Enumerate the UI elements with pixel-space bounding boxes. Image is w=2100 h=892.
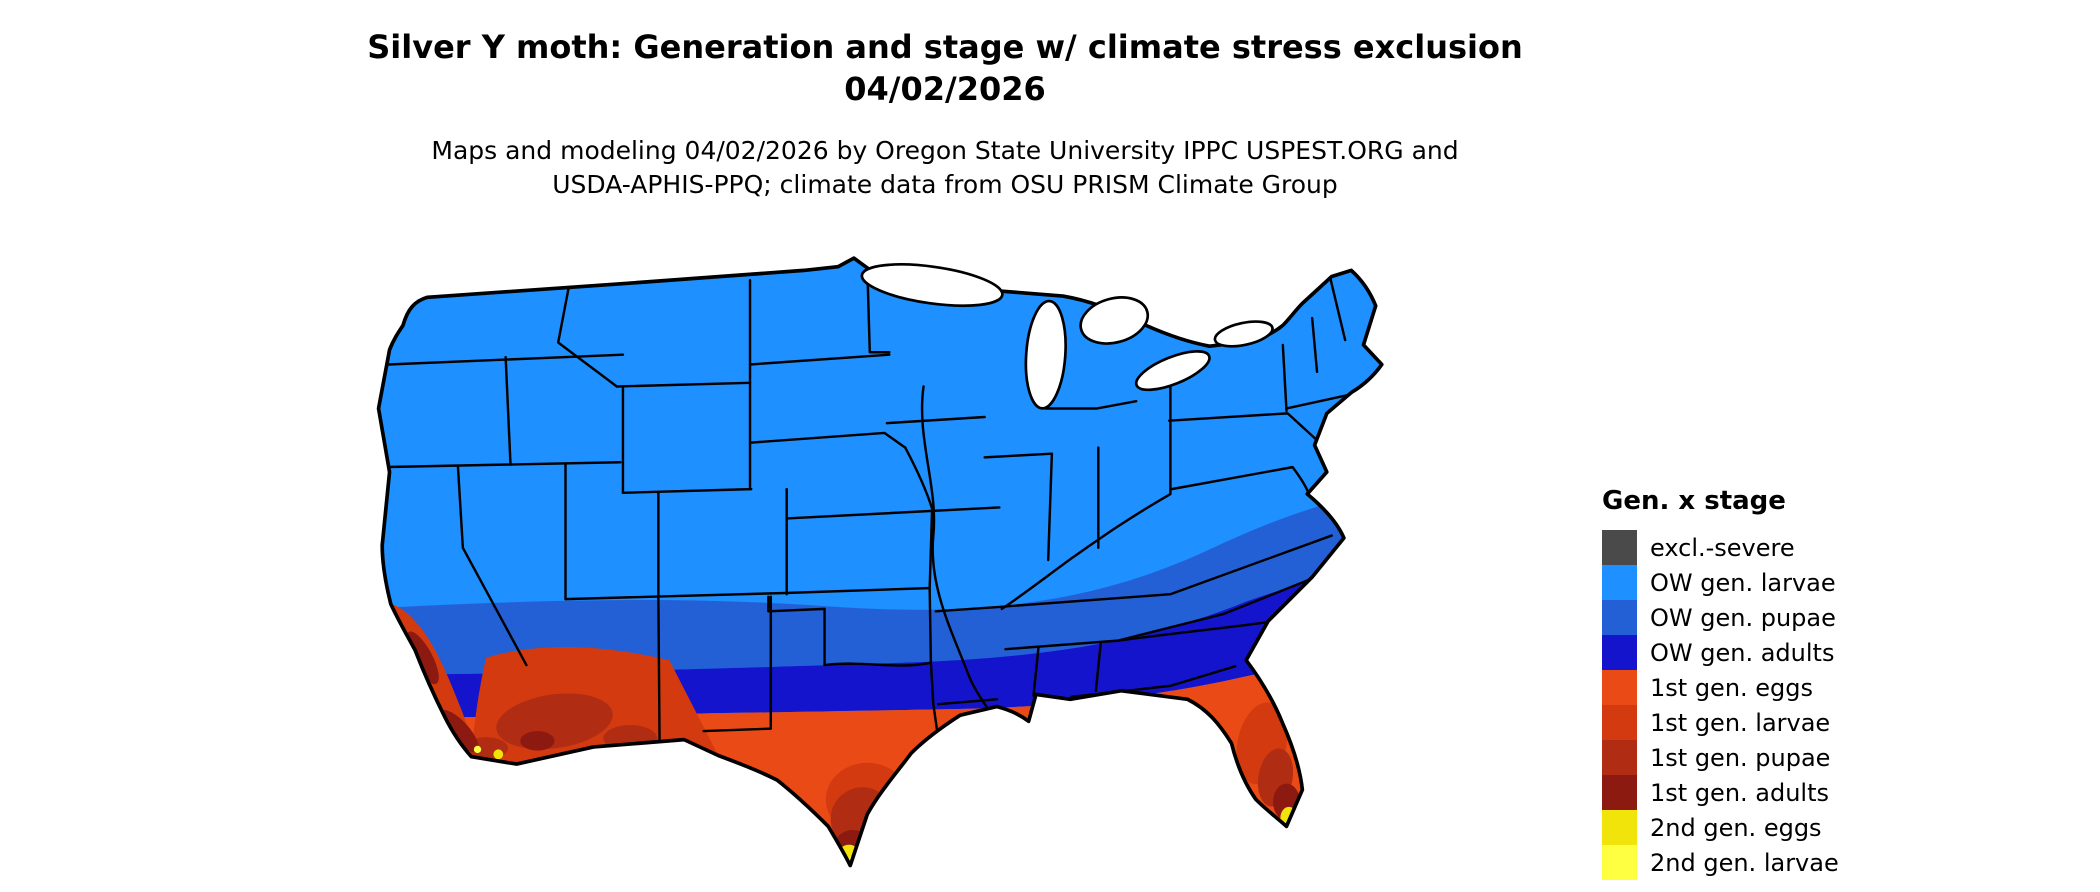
legend-swatch-1st-larvae bbox=[1602, 705, 1637, 740]
region-ow-gen-larvae bbox=[378, 258, 1382, 866]
legend-item: 2nd gen. eggs bbox=[1602, 810, 1839, 845]
legend-item: excl.-severe bbox=[1602, 530, 1839, 565]
legend-swatch-2nd-larvae bbox=[1602, 845, 1637, 880]
legend-label: OW gen. larvae bbox=[1650, 568, 1836, 597]
legend-label: 1st gen. adults bbox=[1650, 778, 1830, 807]
legend-label: 1st gen. larvae bbox=[1650, 708, 1831, 737]
great-lakes bbox=[860, 263, 1274, 410]
legend-title: Gen. x stage bbox=[1602, 486, 1786, 516]
lake-michigan bbox=[1024, 299, 1067, 410]
legend-swatch-ow-pupae bbox=[1602, 600, 1637, 635]
legend-swatch-1st-pupae bbox=[1602, 740, 1637, 775]
legend-item: OW gen. adults bbox=[1602, 635, 1839, 670]
map-color-layers bbox=[378, 258, 1382, 866]
legend-label: OW gen. pupae bbox=[1650, 603, 1836, 632]
legend-label: 1st gen. eggs bbox=[1650, 673, 1814, 702]
legend: Gen. x stage excl.-severe OW gen. larvae… bbox=[1602, 486, 1839, 880]
lake-huron bbox=[1079, 296, 1150, 345]
legend-item: 1st gen. eggs bbox=[1602, 670, 1839, 705]
legend-swatch-1st-eggs bbox=[1602, 670, 1637, 705]
legend-label: 2nd gen. larvae bbox=[1650, 848, 1839, 877]
legend-item: OW gen. pupae bbox=[1602, 600, 1839, 635]
legend-item: 1st gen. pupae bbox=[1602, 740, 1839, 775]
legend-swatch-2nd-eggs bbox=[1602, 810, 1637, 845]
lake-superior bbox=[860, 263, 1004, 308]
legend-swatch-1st-adults bbox=[1602, 775, 1637, 810]
us-phenology-map bbox=[376, 256, 1384, 868]
legend-item: 2nd gen. larvae bbox=[1602, 845, 1839, 880]
legend-swatch-ow-larvae bbox=[1602, 565, 1637, 600]
us-map-container bbox=[315, 230, 1537, 890]
figure-header: Silver Y moth: Generation and stage w/ c… bbox=[0, 26, 1890, 202]
state-borders bbox=[380, 267, 1355, 757]
legend-item: OW gen. larvae bbox=[1602, 565, 1839, 600]
figure-subtitle-line2: USDA-APHIS-PPQ; climate data from OSU PR… bbox=[552, 170, 1338, 200]
legend-item: 1st gen. adults bbox=[1602, 775, 1839, 810]
legend-swatch-ow-adults bbox=[1602, 635, 1637, 670]
legend-label: OW gen. adults bbox=[1650, 638, 1835, 667]
legend-label: 2nd gen. eggs bbox=[1650, 813, 1822, 842]
figure-title-line1: Silver Y moth: Generation and stage w/ c… bbox=[367, 28, 1523, 66]
lake-ontario bbox=[1213, 320, 1274, 348]
lake-erie bbox=[1134, 350, 1211, 392]
us-outline bbox=[376, 256, 1384, 868]
figure-subtitle: Maps and modeling 04/02/2026 by Oregon S… bbox=[0, 134, 1890, 202]
figure-title-date: 04/02/2026 bbox=[844, 70, 1046, 109]
legend-label: excl.-severe bbox=[1650, 533, 1795, 562]
legend-swatch-excl-severe bbox=[1602, 530, 1637, 565]
legend-label: 1st gen. pupae bbox=[1650, 743, 1831, 772]
figure-subtitle-line1: Maps and modeling 04/02/2026 by Oregon S… bbox=[431, 136, 1459, 166]
legend-item: 1st gen. larvae bbox=[1602, 705, 1839, 740]
region-ow-gen-pupae bbox=[378, 457, 1382, 675]
